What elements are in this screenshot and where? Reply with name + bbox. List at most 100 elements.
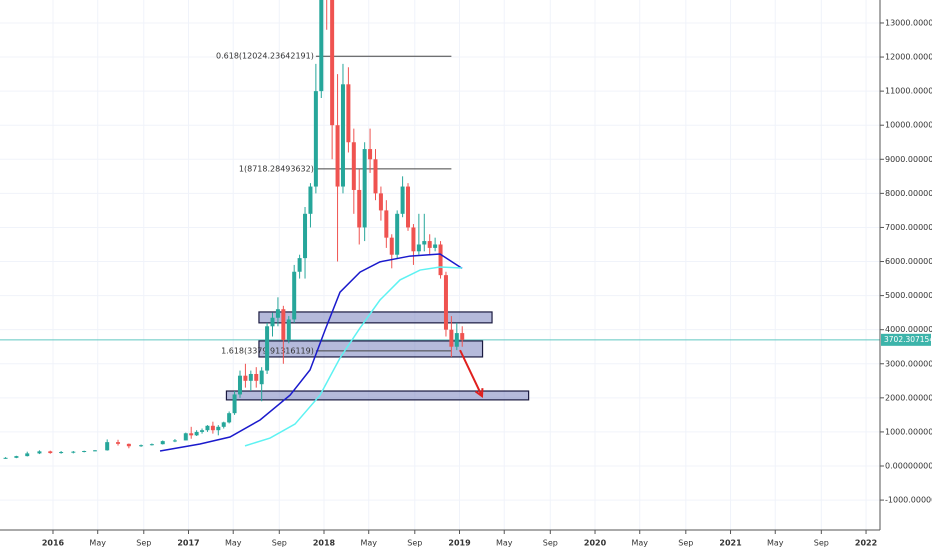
candle-body xyxy=(149,444,154,446)
y-tick-label: 7000.00000000 xyxy=(885,223,932,232)
y-tick-label: 0.00000000 xyxy=(885,461,932,470)
candle-body xyxy=(248,373,253,381)
candle-body xyxy=(400,186,405,214)
x-tick-label: Sep xyxy=(407,539,422,548)
candle-body xyxy=(71,451,76,453)
candle-body xyxy=(340,84,345,187)
arrow-head xyxy=(474,388,484,399)
candle-body xyxy=(172,440,177,442)
candle-body xyxy=(286,319,291,340)
candle-body xyxy=(37,451,42,454)
candle-body xyxy=(292,271,297,320)
candle-body xyxy=(116,442,121,444)
candle-body xyxy=(259,370,264,385)
candle-body xyxy=(189,433,194,436)
y-tick-label: 4000.00000000 xyxy=(885,325,932,334)
candle-body xyxy=(183,433,188,441)
fib-label: 1(8718.28493632) xyxy=(239,164,314,173)
grid xyxy=(0,0,880,530)
candle-body xyxy=(281,309,286,340)
candle-body xyxy=(205,425,210,431)
candle-body xyxy=(308,186,313,214)
y-tick-label: 1000.00000000 xyxy=(885,427,932,436)
candle-body xyxy=(139,445,144,447)
candle-body xyxy=(454,333,459,347)
candle-body xyxy=(357,189,362,228)
candle-body xyxy=(303,213,308,259)
y-tick-label: -1000.00000000 xyxy=(885,496,932,505)
candle-body xyxy=(395,213,400,255)
candle-body xyxy=(216,426,221,431)
support-zone xyxy=(258,311,493,324)
fib-label: 0.618(12024.23642191) xyxy=(216,52,314,61)
y-tick-label: 10000.00000000 xyxy=(885,121,932,130)
candle-body xyxy=(105,442,110,451)
candle-body xyxy=(319,0,324,92)
candle-body xyxy=(422,241,427,245)
y-tick-label: 8000.00000000 xyxy=(885,189,932,198)
candle-body xyxy=(210,425,215,431)
candle-body xyxy=(330,0,335,126)
candle-body xyxy=(362,149,367,228)
candle-body xyxy=(48,451,53,454)
candle-body xyxy=(265,326,270,371)
candle-body xyxy=(346,84,351,143)
y-tick-label: 2000.00000000 xyxy=(885,393,932,402)
candle-body xyxy=(373,159,378,194)
candle-body xyxy=(438,244,443,276)
x-tick-label: 2021 xyxy=(719,539,742,548)
plot-area: 0.618(12024.23642191)1(8718.28493632)1.6… xyxy=(0,0,880,459)
candle-body xyxy=(443,275,448,330)
x-tick-label: 2016 xyxy=(42,539,65,548)
candle-body xyxy=(200,430,205,432)
x-tick-label: Sep xyxy=(814,539,829,548)
candle-body xyxy=(243,375,248,381)
arrow-shaft xyxy=(459,349,483,397)
candle-body xyxy=(92,450,97,452)
candle-body xyxy=(449,329,454,347)
candle-body xyxy=(335,125,340,187)
candle-body xyxy=(313,91,318,187)
candle-body xyxy=(384,210,389,238)
candle-body xyxy=(3,457,8,459)
moving-average xyxy=(159,253,463,452)
candle-body xyxy=(25,453,30,457)
x-tick-label: 2017 xyxy=(177,539,199,548)
x-tick-label: 2020 xyxy=(584,539,607,548)
candle-body xyxy=(82,451,87,453)
x-tick-label: 2019 xyxy=(448,539,471,548)
y-tick-label: 13000.00000000 xyxy=(885,18,932,27)
candle-body xyxy=(126,443,131,447)
candle-body xyxy=(194,431,199,436)
moving-average xyxy=(244,266,463,447)
support-zone xyxy=(225,390,530,401)
x-tick-label: May xyxy=(496,539,513,548)
candle-body xyxy=(14,456,19,458)
candle-body xyxy=(160,441,165,445)
y-tick-label: 6000.00000000 xyxy=(885,257,932,266)
candle-body xyxy=(406,186,411,228)
x-tick-label: 2018 xyxy=(313,539,336,548)
y-tick-label: 3000.00000000 xyxy=(885,359,932,368)
x-tick-label: May xyxy=(767,539,784,548)
candle-body xyxy=(416,244,421,252)
x-tick-label: May xyxy=(360,539,377,548)
last-price-label: 3702.30715439 xyxy=(884,335,932,344)
x-tick-label: Sep xyxy=(136,539,151,548)
y-tick-label: 11000.00000000 xyxy=(885,87,932,96)
candle-body xyxy=(270,317,275,327)
x-tick-label: Sep xyxy=(678,539,693,548)
x-tick-label: May xyxy=(89,539,106,548)
candle-body xyxy=(378,193,383,211)
candle-body xyxy=(389,237,394,255)
y-tick-label: 12000.00000000 xyxy=(885,53,932,62)
x-tick-label: 2022 xyxy=(855,539,877,548)
candle-body xyxy=(460,333,465,340)
candle-body xyxy=(351,142,356,190)
y-tick-label: 5000.00000000 xyxy=(885,291,932,300)
candle-body xyxy=(411,227,416,252)
candle-body xyxy=(297,258,302,272)
candle-body xyxy=(237,375,242,395)
